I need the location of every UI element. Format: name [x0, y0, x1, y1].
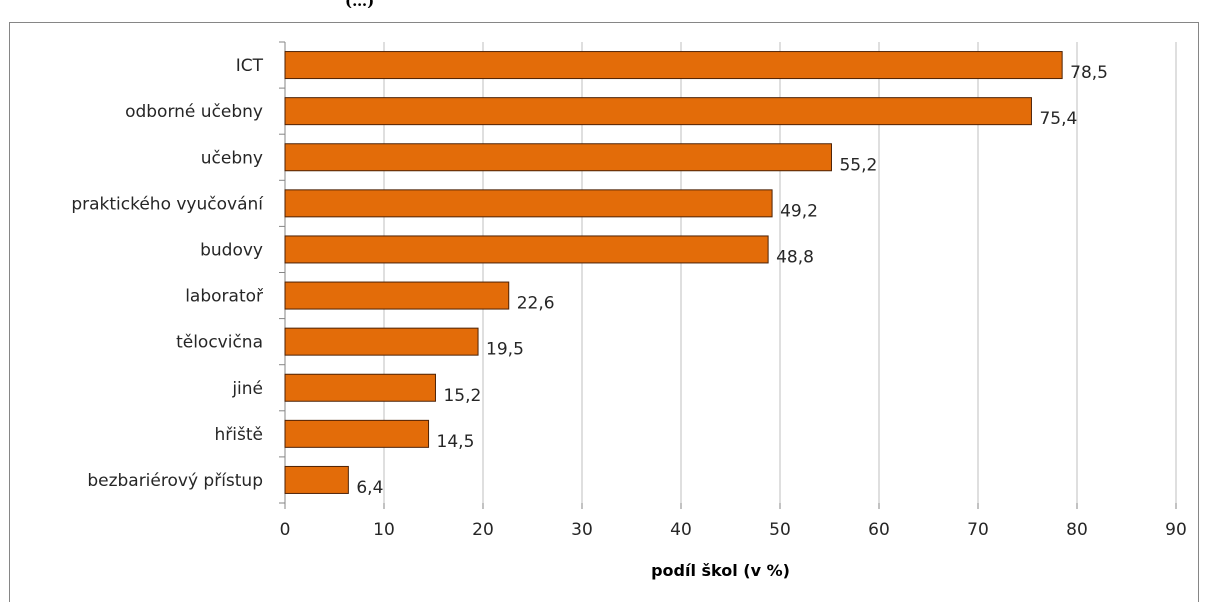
- x-tick-label: 60: [868, 520, 890, 540]
- category-label: praktického vyučování: [71, 194, 264, 214]
- x-tick-label: 40: [670, 520, 692, 540]
- bar-1: [284, 97, 1032, 126]
- bar-7: [284, 373, 436, 402]
- chart-title-fragment: (…): [345, 0, 374, 8]
- category-label: bezbariérový přístup: [87, 471, 263, 491]
- bar-0: [284, 51, 1063, 80]
- category-label: hřiště: [215, 425, 263, 445]
- bar-4: [284, 235, 769, 264]
- data-label: 49,2: [780, 201, 818, 221]
- category-label: laboratoř: [185, 287, 264, 307]
- x-tick-label: 0: [280, 520, 291, 540]
- x-axis-title: podíl škol (v %): [651, 561, 790, 580]
- bar-6: [284, 327, 479, 356]
- data-label: 75,4: [1039, 109, 1077, 129]
- data-label: 48,8: [776, 247, 814, 267]
- category-label: budovy: [200, 240, 263, 260]
- bar-9: [284, 465, 349, 494]
- category-label: odborné učebny: [125, 102, 263, 122]
- x-tick-label: 70: [967, 520, 989, 540]
- bar-3: [284, 189, 773, 218]
- data-label: 6,4: [356, 478, 383, 498]
- data-label: 55,2: [839, 155, 877, 175]
- x-tick-label: 10: [373, 520, 395, 540]
- x-tick-label: 20: [472, 520, 494, 540]
- category-label: jiné: [231, 379, 263, 399]
- data-label: 22,6: [517, 294, 555, 314]
- x-tick-label: 50: [769, 520, 791, 540]
- bar-8: [284, 419, 430, 448]
- x-tick-label: 80: [1066, 520, 1088, 540]
- category-label: ICT: [236, 56, 264, 76]
- bar-2: [284, 143, 832, 172]
- data-label: 78,5: [1070, 63, 1108, 83]
- category-label: učebny: [201, 148, 263, 168]
- category-label: tělocvična: [176, 333, 263, 353]
- x-tick-label: 90: [1165, 520, 1187, 540]
- data-label: 19,5: [486, 340, 524, 360]
- chart-title-cropped: (…): [0, 0, 1205, 8]
- x-tick-label: 30: [571, 520, 593, 540]
- data-label: 15,2: [443, 386, 481, 406]
- data-label: 14,5: [437, 432, 475, 452]
- chart-frame: [9, 22, 1199, 602]
- bar-5: [284, 281, 510, 310]
